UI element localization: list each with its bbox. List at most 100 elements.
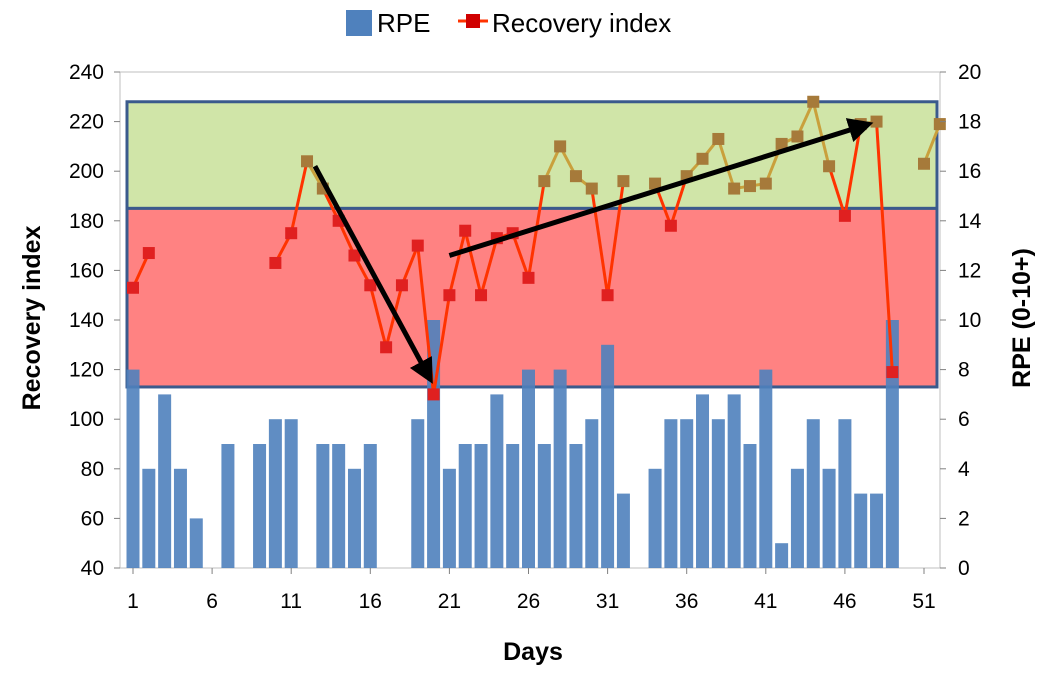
- y-left-tick-label: 100: [69, 408, 104, 431]
- rpe-bar: [838, 419, 852, 568]
- trend-arrows: [312, 118, 874, 384]
- y-right-tick-label: 6: [958, 408, 970, 431]
- legend-label-rpe: RPE: [377, 8, 430, 38]
- legend-swatch-rpe: [346, 10, 372, 36]
- y-right-tick-label: 18: [958, 111, 981, 134]
- recovery-point: [728, 182, 741, 195]
- y-axis-left-title: Recovery index: [18, 226, 46, 411]
- y-left-tick-label: 40: [81, 557, 104, 580]
- rpe-bar: [585, 419, 599, 568]
- recovery-point: [395, 279, 408, 292]
- recovery-point: [585, 182, 598, 195]
- recovery-point: [269, 256, 282, 269]
- recovery-point: [617, 175, 630, 188]
- y-left-tick-label: 200: [69, 160, 104, 183]
- y-right-tick-label: 8: [958, 359, 970, 382]
- y-left-tick-label: 140: [69, 309, 104, 332]
- recovery-point: [348, 249, 361, 262]
- recovery-point: [649, 177, 662, 190]
- y-left-tick-label: 180: [69, 210, 104, 233]
- x-tick-label: 11: [280, 590, 302, 613]
- x-tick-label: 46: [833, 590, 856, 613]
- x-tick-label: 6: [206, 590, 218, 613]
- y-right-tick-label: 2: [958, 507, 970, 530]
- y-right-tick-label: 10: [958, 309, 981, 332]
- rpe-bar: [806, 419, 820, 568]
- recovery-line-segment: [463, 230, 483, 296]
- recovery-point: [538, 175, 551, 188]
- recovery-point: [886, 366, 899, 379]
- recovery-line-segment: [368, 284, 388, 348]
- recovery-point: [601, 289, 614, 302]
- x-tick-label: 51: [912, 590, 935, 613]
- rpe-bar: [648, 468, 662, 568]
- recovery-point: [411, 239, 424, 252]
- zone-red: [125, 206, 939, 389]
- rpe-bar: [442, 468, 456, 568]
- recovery-point: [712, 132, 725, 145]
- recovery-line-segment: [811, 101, 831, 167]
- x-axis-title: Days: [503, 638, 563, 666]
- recovery-line-segment: [716, 138, 736, 190]
- recovery-point: [838, 209, 851, 222]
- x-tick-label: 21: [438, 590, 461, 613]
- rpe-bar: [522, 369, 535, 568]
- y-left-tick-label: 240: [69, 61, 104, 84]
- recovery-line-segment: [922, 123, 942, 165]
- rpe-bar: [601, 344, 615, 568]
- rpe-bar: [490, 394, 504, 568]
- x-tick-label: 36: [675, 590, 698, 613]
- recovery-line-segment: [447, 230, 467, 296]
- recovery-point: [759, 177, 772, 190]
- y-left-tick-label: 80: [81, 458, 104, 481]
- recovery-point: [522, 271, 535, 284]
- legend-label-recovery: Recovery index: [492, 8, 671, 38]
- rpe-bar: [696, 394, 710, 568]
- recovery-line-segment: [827, 165, 847, 217]
- x-tick-label: 16: [359, 590, 382, 613]
- rpe-bar: [142, 468, 156, 568]
- rpe-bar: [870, 493, 884, 568]
- axes: 1 6 11 16 21 26 31 36 41 46 5140608010012014016018…: [69, 61, 982, 613]
- recovery-line-segment: [289, 160, 309, 234]
- zone-green: [125, 100, 939, 210]
- y-left-tick-label: 220: [69, 111, 104, 134]
- recovery-point: [142, 247, 155, 260]
- y-right-tick-label: 14: [958, 210, 982, 233]
- rpe-bar: [506, 444, 520, 568]
- recovery-point: [791, 130, 804, 143]
- y-right-tick-label: 12: [958, 259, 981, 282]
- recovery-point: [127, 281, 139, 294]
- y-left-tick-label: 160: [69, 259, 104, 282]
- rpe-bar: [553, 369, 567, 568]
- rpe-bar: [332, 444, 346, 568]
- rpe-bar: [221, 444, 235, 568]
- y-left-tick-label: 120: [69, 359, 104, 382]
- rpe-bar: [727, 394, 741, 568]
- rpe-bar: [537, 444, 551, 568]
- recovery-point: [918, 157, 930, 170]
- recovery-point: [475, 289, 488, 302]
- rpe-bar: [411, 419, 425, 568]
- rpe-bar: [458, 444, 472, 568]
- recovery-point: [459, 224, 472, 237]
- rpe-bar: [569, 444, 583, 568]
- rpe-bar: [616, 493, 630, 568]
- recovery-line: [127, 95, 946, 401]
- recovery-point: [380, 341, 393, 354]
- rpe-bar: [189, 518, 203, 568]
- x-tick-label: 26: [517, 590, 540, 613]
- recovery-line-segment: [479, 237, 499, 296]
- y-right-tick-label: 16: [958, 160, 981, 183]
- recovery-point: [775, 137, 788, 150]
- rpe-bar: [664, 419, 678, 568]
- rpe-bar: [680, 419, 694, 568]
- recovery-point: [933, 118, 946, 131]
- legend-marker-recovery: [466, 14, 480, 28]
- rpe-bar: [126, 369, 140, 568]
- recovery-point: [823, 160, 836, 173]
- trend-arrow-1: [312, 165, 433, 384]
- trend-arrow-2: [448, 118, 874, 258]
